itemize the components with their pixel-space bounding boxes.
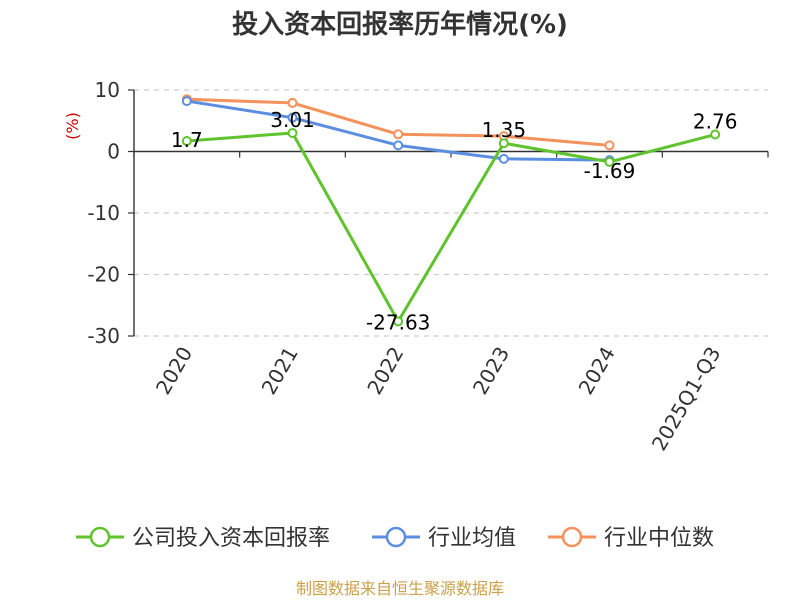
y-tick-label: 10 (95, 78, 120, 102)
data-label: 1.35 (482, 118, 527, 142)
data-label: -1.69 (584, 159, 636, 183)
data-point (498, 153, 509, 164)
data-label: -27.63 (366, 310, 430, 334)
data-point (498, 138, 509, 149)
data-point (604, 156, 615, 167)
legend-item: 行业中位数 (548, 526, 714, 551)
x-tick-label: 2020 (151, 343, 197, 399)
y-tick-label: 0 (107, 140, 120, 164)
y-tick-label: -20 (87, 263, 120, 287)
series-line (186, 131, 716, 323)
data-point (287, 112, 298, 123)
data-label: 3.01 (270, 108, 315, 132)
legend-item: 公司投入资本回报率 (76, 526, 330, 551)
data-point (181, 136, 192, 147)
data-point (287, 127, 298, 138)
legend-item: 行业均值 (372, 526, 516, 551)
data-point (287, 97, 298, 108)
x-tick-label: 2021 (257, 343, 303, 399)
grid-lines (134, 89, 768, 337)
legend-label: 行业均值 (428, 526, 516, 551)
source-note: 制图数据来自恒生聚源数据库 (296, 579, 504, 598)
x-tick-label: 2024 (574, 343, 620, 399)
legend: 公司投入资本回报率 行业均值 行业中位数 (76, 526, 714, 551)
x-tick-label: 2023 (468, 343, 514, 399)
y-tick-label: -30 (87, 324, 120, 348)
series-0 (181, 127, 721, 327)
legend-label: 行业中位数 (604, 526, 714, 551)
legend-label: 公司投入资本回报率 (132, 526, 330, 551)
data-labels: 1.7 3.01 -27.63 1.35 -1.69 2.76 (171, 108, 738, 334)
data-label: 1.7 (171, 128, 203, 152)
y-tick-label: -10 (87, 201, 120, 225)
x-tick-label: 2022 (362, 343, 408, 399)
legend-swatch-marker (89, 526, 111, 548)
data-point (604, 140, 615, 151)
data-point (393, 129, 404, 140)
data-point (710, 129, 721, 140)
chart-title: 投入资本回报率历年情况(%) (232, 9, 568, 40)
x-tick-label: 2025Q1-Q3 (647, 343, 726, 455)
data-point (181, 96, 192, 107)
data-label: 2.76 (693, 110, 738, 134)
series-lines (181, 94, 721, 327)
data-point (393, 316, 404, 327)
data-point (393, 140, 404, 151)
y-axis-unit: (%) (63, 112, 82, 140)
legend-swatch-marker (561, 526, 583, 548)
legend-swatch-marker (385, 526, 407, 548)
